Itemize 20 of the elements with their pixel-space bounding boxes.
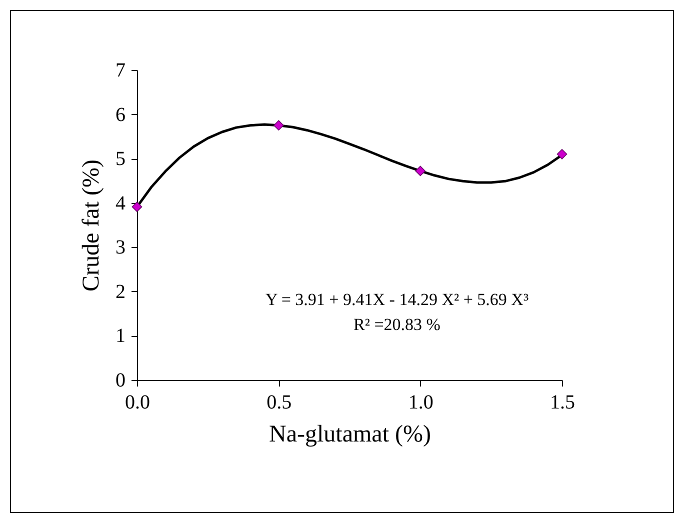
y-tick-label: 3 xyxy=(116,236,126,259)
x-tick-label: 1.0 xyxy=(408,392,434,414)
y-tick-label: 7 xyxy=(116,60,126,82)
y-axis-title: Crude fat (%) xyxy=(78,160,104,292)
x-tick-label: 0.0 xyxy=(125,392,150,414)
point xyxy=(132,202,142,212)
annotation: R² =20.83 % xyxy=(354,315,440,334)
x-tick-label: 1.5 xyxy=(550,392,575,414)
annotation: Y = 3.91 + 9.41X - 14.29 X² + 5.69 X³ xyxy=(265,290,529,309)
y-tick-label: 6 xyxy=(116,104,126,126)
y-tick-label: 1 xyxy=(116,325,126,348)
point xyxy=(556,149,568,160)
y-tick-label: 4 xyxy=(116,192,126,214)
y-tick-label: 5 xyxy=(116,148,126,170)
x-tick-label: 0.5 xyxy=(266,392,292,414)
y-tick-label: 0 xyxy=(116,370,126,392)
point xyxy=(274,120,284,130)
y-tick-label: 2 xyxy=(116,280,126,303)
point xyxy=(415,166,426,176)
x-axis-title: Na-glutamat (%) xyxy=(269,422,431,448)
